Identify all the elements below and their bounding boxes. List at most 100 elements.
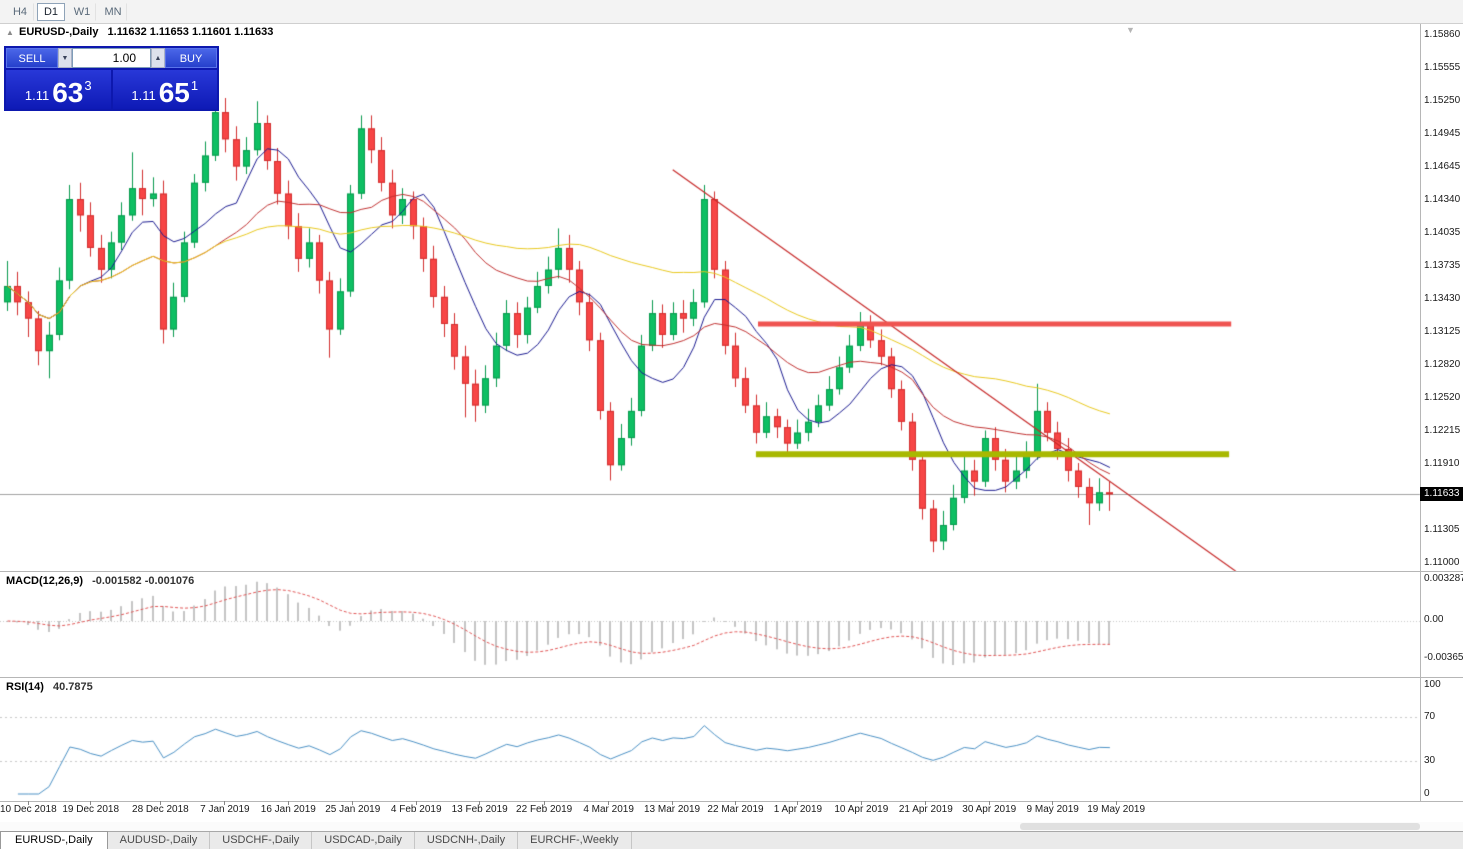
date-axis-label: 19 Dec 2018 — [62, 804, 120, 815]
buy-price-prefix: 1.11 — [131, 88, 156, 103]
date-axis-label: 9 May 2019 — [1026, 804, 1079, 815]
time-axis-tick — [671, 801, 673, 805]
time-axis-tick — [415, 801, 417, 805]
timeframe-button-h4[interactable]: H4 — [6, 2, 34, 21]
date-axis-label: 10 Apr 2019 — [834, 804, 889, 815]
panel-separator[interactable] — [0, 571, 1463, 572]
time-axis-tick — [90, 801, 92, 805]
date-axis-label: 7 Jan 2019 — [200, 804, 250, 815]
macd-values-label: -0.001582 -0.001076 — [92, 575, 195, 587]
rsi-axis-label: 100 — [1424, 679, 1441, 690]
time-axis-tick — [479, 801, 481, 805]
chart-title: EURUSD-,Daily 1.11632 1.11653 1.11601 1.… — [19, 26, 273, 38]
rsi-axis-label: 0 — [1424, 788, 1430, 799]
rsi-name-label: RSI(14) — [6, 681, 44, 693]
time-axis-tick — [159, 801, 161, 805]
volume-input[interactable] — [73, 49, 150, 67]
volume-field-wrap — [72, 48, 151, 68]
chart-tab-bar: EURUSD-,Daily AUDUSD-,Daily USDCHF-,Daily U… — [0, 831, 1463, 849]
rsi-axis-label: 70 — [1424, 711, 1436, 722]
time-axis-tick — [287, 801, 289, 805]
price-axis-label: 1.13735 — [1424, 259, 1461, 271]
date-axis-label: 16 Jan 2019 — [260, 804, 316, 815]
chart-ohlc-values: 1.11632 1.11653 1.11601 1.11633 — [107, 26, 274, 38]
price-axis-label: 1.13430 — [1424, 293, 1461, 304]
sell-price[interactable]: 1.11 63 3 — [6, 70, 111, 109]
date-axis-label: 1 Apr 2019 — [773, 804, 823, 815]
buy-price[interactable]: 1.11 65 1 — [112, 70, 217, 109]
panel-separator[interactable] — [0, 677, 1463, 678]
chart-tab-usdchf[interactable]: USDCHF-,Daily — [210, 832, 313, 849]
current-price-badge: 1.11633 — [1420, 487, 1463, 502]
sell-price-pips: 63 — [52, 77, 84, 108]
timeframe-button-d1[interactable]: D1 — [37, 2, 65, 21]
time-axis-tick — [925, 801, 927, 805]
time-axis-tick — [735, 801, 736, 805]
date-axis-label: 19 May 2019 — [1087, 804, 1146, 815]
volume-increase-button[interactable]: ▲ — [151, 48, 165, 68]
price-axis-label: 1.14340 — [1424, 194, 1461, 206]
rsi-axis-label: 30 — [1424, 755, 1436, 766]
macd-axis-label-zero: 0.00 — [1424, 614, 1444, 625]
price-axis-label: 1.12820 — [1424, 359, 1461, 371]
rsi-value-label: 40.7875 — [52, 681, 93, 693]
price-axis-label: 1.14035 — [1424, 227, 1461, 239]
date-axis-label: 28 Dec 2018 — [132, 804, 189, 815]
price-axis-label: 1.12215 — [1424, 425, 1461, 436]
sell-price-prefix: 1.11 — [24, 88, 50, 103]
price-axis-label: 1.13125 — [1424, 326, 1461, 338]
volume-decrease-button[interactable]: ▼ — [58, 48, 72, 68]
time-axis-tick — [1115, 801, 1117, 805]
one-click-collapse-icon[interactable]: ▲ — [6, 28, 14, 37]
date-axis-label: 25 Jan 2019 — [325, 804, 381, 815]
date-axis-label: 13 Mar 2019 — [643, 804, 701, 815]
time-axis-tick — [224, 801, 226, 805]
buy-price-pips: 65 — [158, 77, 190, 108]
rsi-title: RSI(14) 40.7875 — [6, 681, 93, 693]
date-axis-label: 4 Mar 2019 — [583, 804, 634, 815]
timeframe-button-w1[interactable]: W1 — [68, 2, 96, 21]
price-axis-label: 1.11910 — [1424, 458, 1460, 470]
horizontal-scrollbar-thumb[interactable] — [1020, 823, 1420, 830]
date-axis-label: 22 Mar 2019 — [707, 804, 764, 815]
date-axis-label: 4 Feb 2019 — [390, 804, 442, 815]
timeframe-button-mn[interactable]: MN — [99, 2, 127, 21]
horizontal-scrollbar[interactable] — [0, 822, 1463, 831]
chart-tab-eurusd[interactable]: EURUSD-,Daily — [0, 831, 108, 849]
panel-separator — [0, 801, 1463, 802]
date-axis-label: 22 Feb 2019 — [516, 804, 573, 815]
axis-separator-vertical — [1420, 24, 1421, 801]
chart-tab-usdcnh[interactable]: USDCNH-,Daily — [415, 832, 519, 849]
macd-axis-label-top: 0.003287 — [1424, 573, 1463, 584]
time-axis-tick — [27, 801, 29, 805]
timeframe-toolbar: H4 D1 W1 MN — [0, 0, 1463, 24]
price-axis-label: 1.11305 — [1424, 523, 1460, 535]
time-axis-tick — [543, 801, 545, 805]
macd-axis-label-bottom: -0.003659 — [1424, 652, 1463, 663]
sell-price-point: 3 — [84, 78, 92, 93]
chart-tab-usdcad[interactable]: USDCAD-,Daily — [312, 832, 415, 849]
price-axis-label: 1.15860 — [1424, 29, 1461, 40]
chart-tab-eurchf[interactable]: EURCHF-,Weekly — [518, 832, 632, 849]
buy-button[interactable]: BUY — [165, 48, 217, 68]
time-axis-tick — [1052, 801, 1054, 805]
time-axis-tick — [988, 801, 990, 805]
date-axis-label: 13 Feb 2019 — [451, 804, 508, 815]
price-axis-label: 1.15555 — [1424, 62, 1461, 74]
sell-button[interactable]: SELL — [6, 48, 58, 68]
chart-shift-marker-icon[interactable]: ▼ — [1126, 25, 1135, 35]
chart-symbol-label: EURUSD-,Daily — [19, 26, 99, 38]
date-axis-label: 30 Apr 2019 — [962, 804, 1017, 815]
price-axis-label: 1.15250 — [1424, 95, 1461, 107]
date-axis-label: 10 Dec 2018 — [0, 804, 57, 815]
price-axis-label: 1.12520 — [1424, 391, 1461, 403]
chart-tab-audusd[interactable]: AUDUSD-,Daily — [108, 832, 211, 849]
time-axis-tick — [608, 801, 610, 805]
price-axis-label: 1.14945 — [1424, 128, 1461, 140]
price-axis-label: 1.14645 — [1424, 161, 1461, 172]
macd-name-label: MACD(12,26,9) — [6, 575, 84, 587]
macd-title: MACD(12,26,9) -0.001582 -0.001076 — [6, 575, 194, 587]
buy-price-point: 1 — [190, 78, 199, 93]
